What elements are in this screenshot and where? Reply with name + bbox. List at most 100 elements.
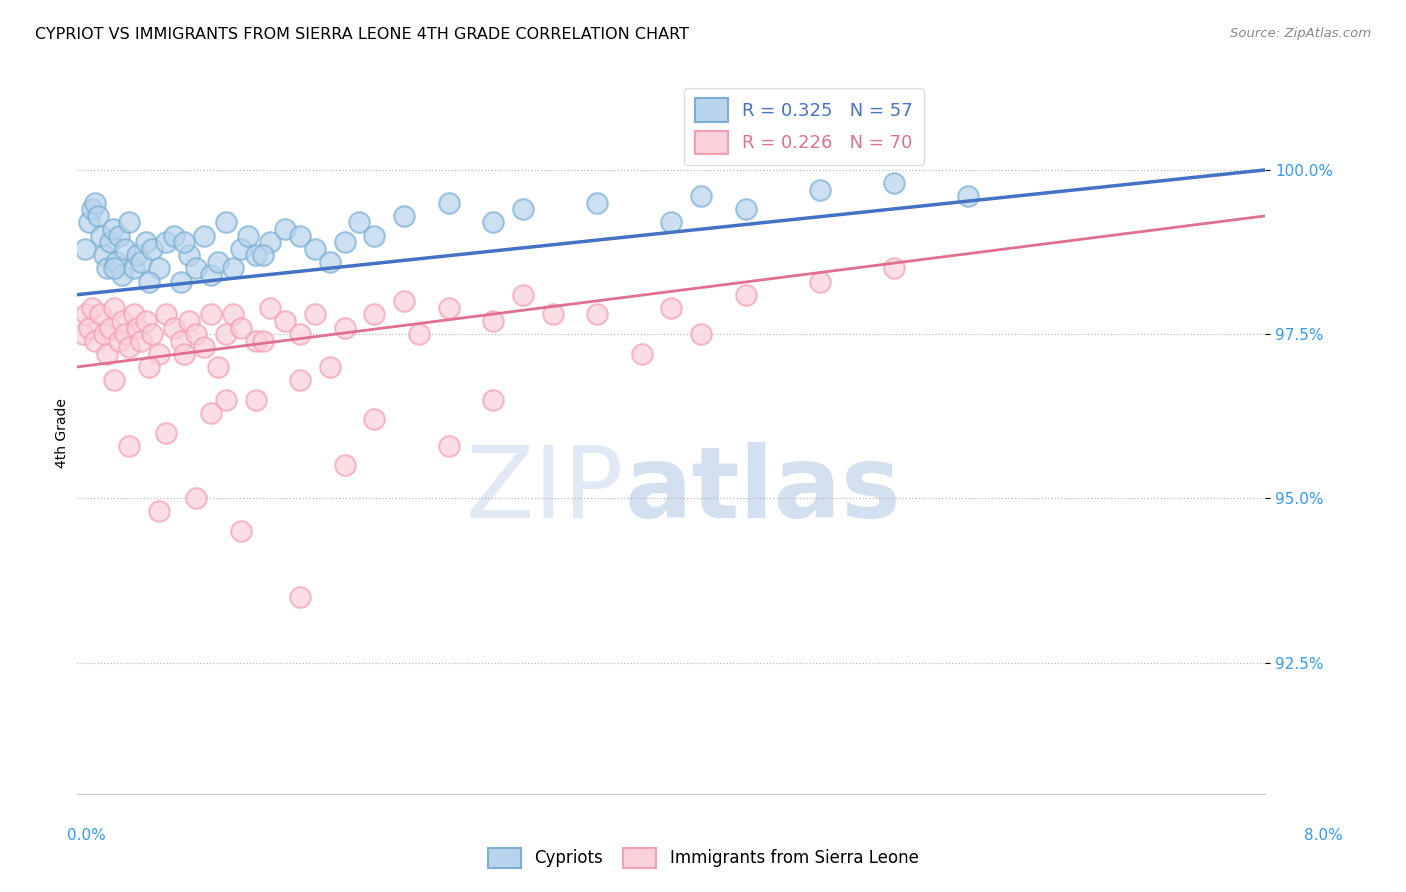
Point [408, 327, 430, 342]
Point [104, 255, 127, 269]
Point [207, 255, 229, 269]
Point [148, 347, 170, 361]
Point [141, 242, 163, 256]
Text: Source: ZipAtlas.com: Source: ZipAtlas.com [1230, 27, 1371, 40]
Point [392, 294, 415, 309]
Point [304, 307, 326, 321]
Point [186, 327, 208, 342]
Text: atlas: atlas [626, 442, 901, 539]
Text: ZIP: ZIP [465, 442, 624, 539]
Point [586, 307, 609, 321]
Point [252, 334, 274, 348]
Point [207, 359, 229, 374]
Point [122, 307, 145, 321]
Point [114, 327, 136, 342]
Point [200, 268, 222, 282]
Point [170, 275, 193, 289]
Point [661, 215, 683, 229]
Point [512, 287, 534, 301]
Point [690, 189, 713, 203]
Point [245, 392, 267, 407]
Point [125, 248, 148, 262]
Point [200, 406, 222, 420]
Point [108, 334, 131, 348]
Point [77, 215, 100, 229]
Point [333, 458, 356, 473]
Point [883, 176, 905, 190]
Point [103, 301, 125, 315]
Point [155, 235, 177, 249]
Point [319, 255, 342, 269]
Point [186, 261, 208, 276]
Point [236, 228, 259, 243]
Point [103, 373, 125, 387]
Text: CYPRIOT VS IMMIGRANTS FROM SIERRA LEONE 4TH GRADE CORRELATION CHART: CYPRIOT VS IMMIGRANTS FROM SIERRA LEONE … [35, 27, 689, 42]
Point [288, 373, 311, 387]
Point [808, 183, 831, 197]
Point [274, 314, 297, 328]
Point [98, 235, 121, 249]
Point [84, 334, 107, 348]
Legend: R = 0.325   N = 57, R = 0.226   N = 70: R = 0.325 N = 57, R = 0.226 N = 70 [685, 87, 924, 165]
Point [437, 301, 460, 315]
Point [90, 228, 112, 243]
Point [288, 590, 311, 604]
Point [173, 235, 195, 249]
Point [245, 334, 267, 348]
Point [259, 301, 281, 315]
Point [193, 228, 215, 243]
Point [87, 209, 110, 223]
Point [89, 307, 111, 321]
Text: 0.0%: 0.0% [67, 828, 107, 843]
Point [118, 439, 141, 453]
Point [72, 327, 94, 342]
Point [82, 202, 104, 217]
Point [661, 301, 683, 315]
Point [215, 392, 238, 407]
Point [363, 307, 385, 321]
Point [808, 275, 831, 289]
Point [229, 524, 252, 538]
Point [229, 320, 252, 334]
Y-axis label: 4th Grade: 4th Grade [55, 398, 69, 467]
Point [274, 222, 297, 236]
Point [93, 248, 115, 262]
Point [333, 235, 356, 249]
Point [155, 307, 177, 321]
Point [77, 320, 100, 334]
Point [170, 334, 193, 348]
Point [103, 261, 125, 276]
Point [75, 307, 97, 321]
Point [111, 314, 134, 328]
Point [222, 261, 245, 276]
Point [101, 222, 124, 236]
Point [111, 268, 134, 282]
Legend: Cypriots, Immigrants from Sierra Leone: Cypriots, Immigrants from Sierra Leone [481, 841, 925, 875]
Point [148, 261, 170, 276]
Point [148, 504, 170, 518]
Point [93, 327, 115, 342]
Point [135, 235, 157, 249]
Point [138, 275, 160, 289]
Point [630, 347, 652, 361]
Point [84, 195, 107, 210]
Point [96, 261, 118, 276]
Point [512, 202, 534, 217]
Point [122, 261, 145, 276]
Text: 8.0%: 8.0% [1303, 828, 1343, 843]
Point [883, 261, 905, 276]
Point [193, 340, 215, 354]
Point [118, 340, 141, 354]
Point [252, 248, 274, 262]
Point [734, 202, 756, 217]
Point [482, 215, 505, 229]
Point [73, 242, 96, 256]
Point [215, 327, 238, 342]
Point [163, 320, 186, 334]
Point [138, 359, 160, 374]
Point [96, 347, 118, 361]
Point [229, 242, 252, 256]
Point [437, 195, 460, 210]
Point [363, 228, 385, 243]
Point [114, 242, 136, 256]
